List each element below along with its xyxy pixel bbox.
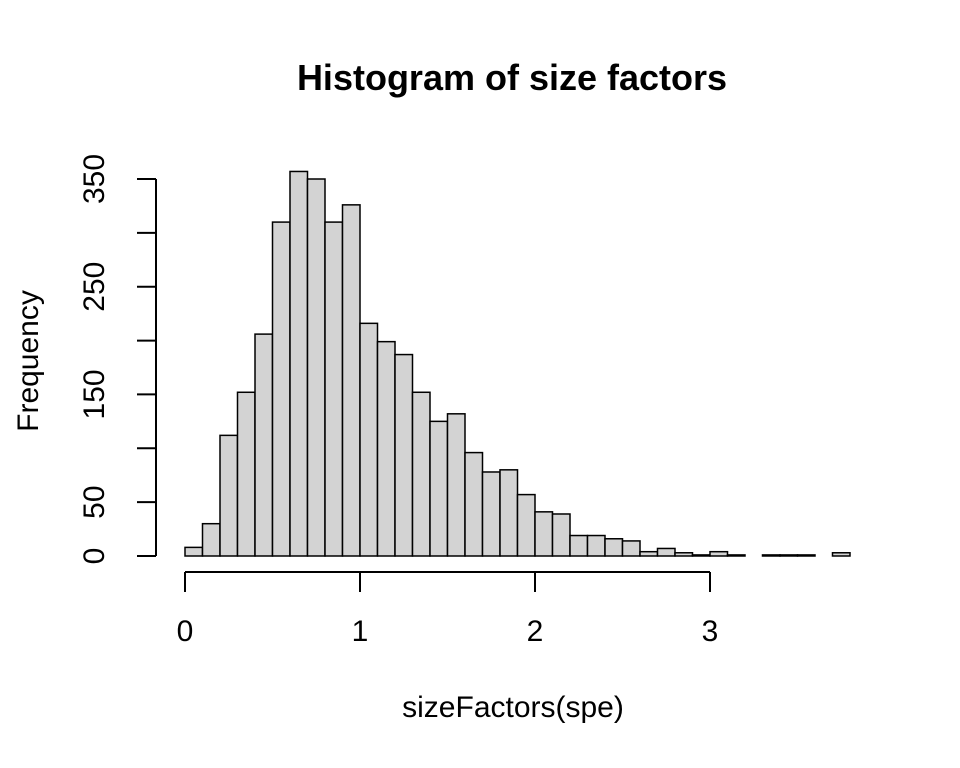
histogram-bar: [586, 534, 606, 557]
histogram-bar: [429, 420, 449, 557]
histogram-bar: [324, 221, 344, 557]
histogram-bar: [219, 434, 239, 557]
plot-title: Histogram of size factors: [297, 57, 727, 98]
histogram-bar: [656, 547, 676, 557]
histogram-bar: [446, 413, 466, 557]
histogram-bar: [394, 353, 414, 557]
x-axis: 0 1 2 3: [177, 571, 719, 648]
y-tick-label: 350: [78, 154, 111, 204]
histogram-bar: [499, 469, 519, 557]
histogram-bar: [796, 554, 816, 557]
x-tick-label: 1: [352, 615, 369, 648]
histogram-bar: [831, 552, 851, 557]
histogram-bar: [569, 534, 589, 557]
y-tick-label: 250: [78, 262, 111, 312]
histogram-bar: [516, 493, 536, 557]
histogram-bar: [674, 552, 694, 557]
histogram-bar: [254, 333, 274, 557]
histogram-bar: [709, 550, 729, 557]
y-tick-label: 150: [78, 369, 111, 419]
histogram-bar: [639, 550, 659, 557]
histogram-bar: [184, 546, 204, 557]
x-axis-label: sizeFactors(spe): [402, 691, 624, 724]
histogram-bar: [236, 391, 256, 557]
histogram-bar: [621, 540, 641, 557]
y-axis: 0 50 150 250 350: [78, 154, 157, 565]
histogram-bar: [534, 511, 554, 557]
histogram-bar: [761, 554, 781, 557]
histogram-bar: [691, 554, 711, 557]
histogram-bar: [481, 471, 501, 557]
histogram-bar: [289, 170, 309, 557]
histogram-bar: [341, 204, 361, 557]
histogram-bar: [604, 538, 624, 557]
histogram-bar: [376, 340, 396, 557]
histogram-bar: [306, 178, 326, 557]
x-tick-label: 2: [527, 615, 544, 648]
x-tick-label: 3: [702, 615, 719, 648]
y-tick-label: 0: [78, 548, 111, 565]
histogram-bar: [411, 391, 431, 557]
histogram-bar: [779, 554, 799, 557]
histogram-bar: [726, 554, 746, 557]
x-tick-label: 0: [177, 615, 194, 648]
y-axis-label: Frequency: [12, 290, 45, 432]
histogram-bar: [464, 451, 484, 557]
histogram-bars: [184, 170, 851, 557]
y-tick-label: 50: [78, 485, 111, 518]
histogram-bar: [359, 322, 379, 557]
histogram-bar: [271, 221, 291, 557]
histogram-bar: [201, 522, 221, 557]
histogram-bar: [551, 513, 571, 557]
